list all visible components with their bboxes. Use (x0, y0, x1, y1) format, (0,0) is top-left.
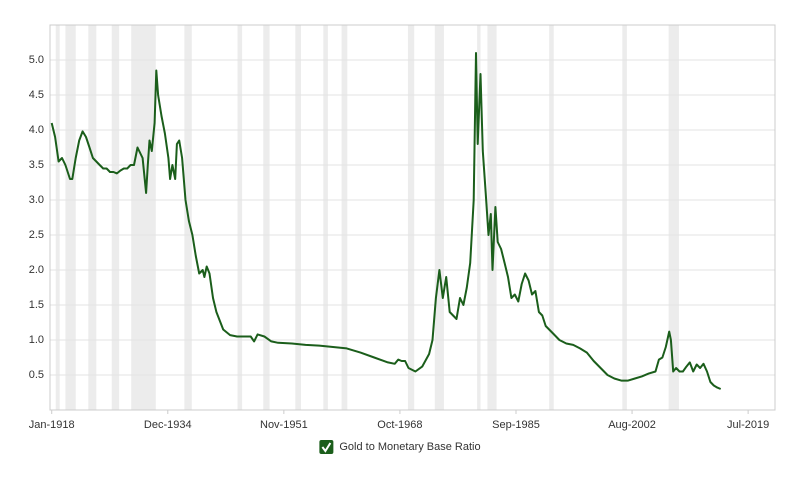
legend-item[interactable]: Gold to Monetary Base Ratio (319, 440, 481, 454)
recession-band (434, 25, 444, 410)
y-tick-label: 2.0 (29, 264, 44, 276)
x-tick-label: Oct-1968 (377, 419, 422, 431)
recession-band (549, 25, 554, 410)
recession-band (263, 25, 270, 410)
plot-frame (49, 24, 776, 411)
recession-band (131, 25, 156, 410)
y-tick-label: 1.0 (29, 334, 44, 346)
recession-band (622, 25, 627, 410)
recession-band (55, 25, 60, 410)
recession-band (111, 25, 120, 410)
recession-band (407, 25, 415, 410)
x-tick-label: Jul-2019 (727, 419, 769, 431)
legend-check (321, 442, 332, 453)
data-line (50, 52, 722, 390)
y-tick-label: 3.0 (29, 194, 44, 206)
y-tick-label: 4.5 (29, 89, 44, 101)
x-tick-label: Jan-1918 (29, 419, 75, 431)
recession-band (323, 25, 328, 410)
y-tick-label: 3.5 (29, 159, 44, 171)
recession-band (88, 25, 97, 410)
legend-checkbox (319, 440, 334, 454)
x-tick-label: Aug-2002 (608, 419, 656, 431)
y-tick-label: 1.5 (29, 299, 44, 311)
x-tick-label: Sep-1985 (492, 419, 540, 431)
recession-band (668, 25, 679, 410)
x-tick-label: Dec-1934 (144, 419, 192, 431)
y-tick-label: 2.5 (29, 229, 44, 241)
recession-band (237, 25, 243, 410)
recession-band (477, 25, 481, 410)
x-tick-label: Nov-1951 (260, 419, 308, 431)
y-tick-label: 4.0 (29, 124, 44, 136)
y-tick-label: 5.0 (29, 54, 44, 66)
legend-label: Gold to Monetary Base Ratio (339, 441, 480, 453)
recession-band (295, 25, 302, 410)
y-tick-label: 0.5 (29, 369, 44, 381)
recession-band (487, 25, 497, 410)
recession-band (341, 25, 348, 410)
recession-band (65, 25, 76, 410)
